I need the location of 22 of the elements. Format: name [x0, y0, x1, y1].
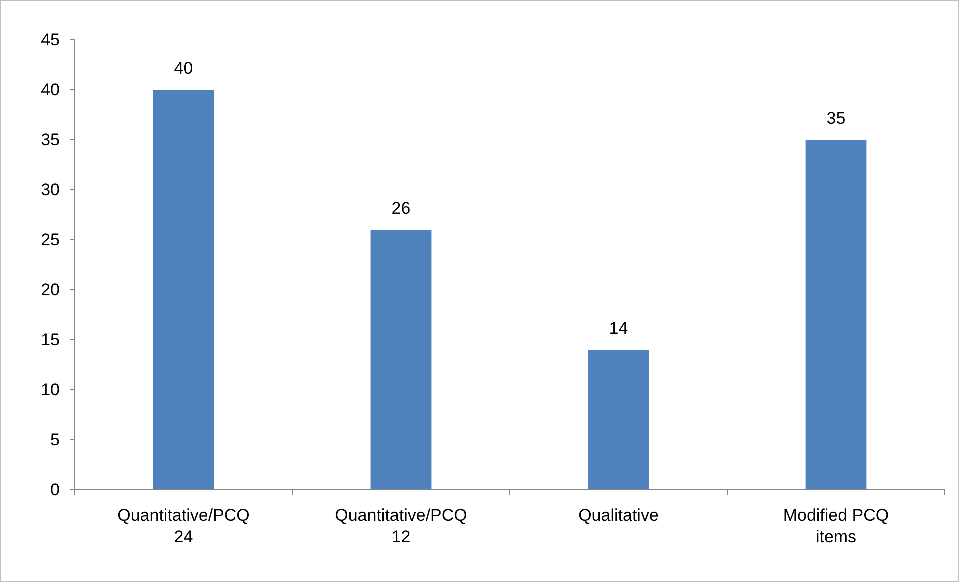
bar	[153, 90, 214, 490]
y-tick-label: 35	[41, 130, 60, 150]
x-tick-label: Quantitative/PCQ 12	[335, 506, 468, 546]
y-tick-label: 30	[41, 180, 60, 200]
y-tick-label: 45	[41, 30, 60, 50]
y-tick-label: 25	[41, 230, 60, 250]
data-label: 14	[609, 319, 628, 338]
x-tick-label: Modified PCQ items	[783, 506, 890, 546]
bar	[370, 230, 432, 490]
x-tick-label: Quantitative/PCQ 24	[118, 506, 250, 546]
y-tick-label: 15	[41, 330, 60, 350]
y-tick-label: 0	[50, 480, 60, 500]
data-label: 35	[826, 109, 846, 128]
y-tick-label: 5	[50, 430, 60, 450]
y-tick-label: 10	[41, 380, 60, 400]
bar	[588, 350, 650, 490]
y-tick-label: 20	[41, 280, 60, 300]
y-tick-label: 40	[41, 80, 60, 100]
x-tick-label: Qualitative	[578, 506, 659, 525]
data-label: 40	[174, 59, 194, 78]
bar	[806, 140, 867, 490]
data-label: 26	[392, 199, 411, 218]
